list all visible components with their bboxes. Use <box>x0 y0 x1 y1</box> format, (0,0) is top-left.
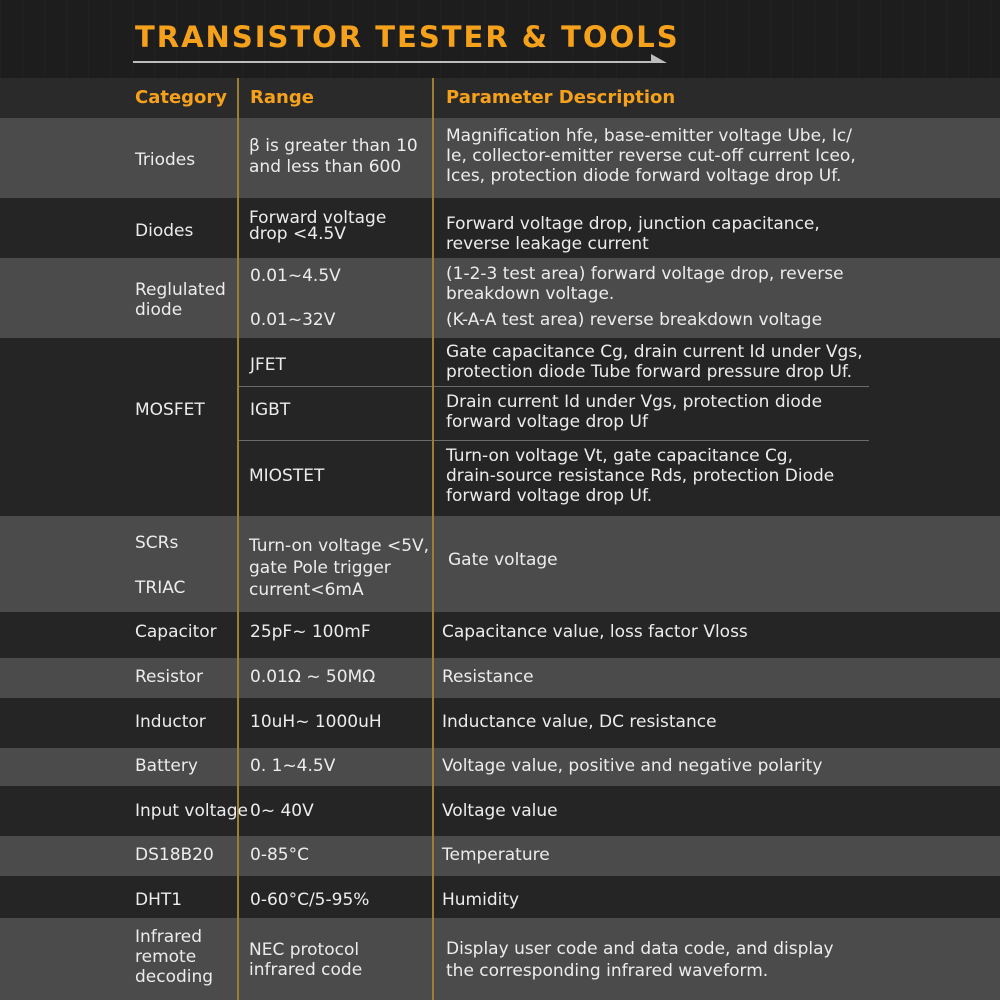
range-line: IGBT <box>250 400 291 420</box>
description-line: reverse leakage current <box>446 234 649 254</box>
range-line: JFET <box>250 355 286 375</box>
description-line: Magnification hfe, base-emitter voltage … <box>446 126 852 146</box>
title-arrow-icon <box>651 54 667 63</box>
table-row-infrared <box>0 918 1000 1000</box>
table-row-resistor <box>0 658 1000 698</box>
range-line: 10uH~ 1000uH <box>250 712 382 732</box>
description-line: Ices, protection diode forward voltage d… <box>446 166 842 186</box>
description-line: Inductance value, DC resistance <box>442 712 717 732</box>
range-line: Forward voltage <box>249 208 387 228</box>
column-divider <box>237 78 239 1000</box>
description-line: Voltage value <box>442 801 558 821</box>
range-line: 0~ 40V <box>250 801 314 821</box>
range-line: drop <4.5V <box>249 224 346 244</box>
category-cell: MOSFET <box>135 400 205 420</box>
header-description: Parameter Description <box>446 87 676 108</box>
description-line: drain-source resistance Rds, protection … <box>446 466 835 486</box>
description-line: Voltage value, positive and negative pol… <box>442 756 823 776</box>
category-cell: DS18B20 <box>135 845 214 865</box>
category-cell: Diodes <box>135 221 194 241</box>
description-line: (K-A-A test area) reverse breakdown volt… <box>446 310 823 330</box>
range-line: 0.01~4.5V <box>250 266 341 286</box>
page-title: TRANSISTOR TESTER & TOOLS <box>135 20 680 54</box>
title-underline <box>133 61 657 63</box>
range-line: Turn-on voltage <5V, <box>249 536 430 556</box>
category-cell: DHT1 <box>135 890 183 910</box>
category-cell: Resistor <box>135 667 203 687</box>
category-cell: Infrared <box>135 927 203 947</box>
range-line: and less than 600 <box>249 157 402 177</box>
range-line: 0. 1~4.5V <box>250 756 336 776</box>
category-cell: decoding <box>135 967 214 987</box>
category-cell: Input voltage <box>135 801 248 821</box>
table-row-mosfet <box>0 338 1000 516</box>
range-line: 0.01Ω ~ 50MΩ <box>250 667 376 687</box>
column-divider <box>432 78 434 1000</box>
range-line: gate Pole trigger <box>249 558 391 578</box>
description-line: Gate voltage <box>448 550 558 570</box>
category-cell: Battery <box>135 756 198 776</box>
description-line: Forward voltage drop, junction capacitan… <box>446 214 820 234</box>
description-line: forward voltage drop Uf. <box>446 486 653 506</box>
range-line: 0-85°C <box>250 845 309 865</box>
description-line: Display user code and data code, and dis… <box>446 939 834 959</box>
category-cell: TRIAC <box>135 578 186 598</box>
table-row-regulated-diode <box>0 258 1000 338</box>
table-row-scr-triac <box>0 516 1000 612</box>
range-line: MIOSTET <box>249 466 325 486</box>
description-line: Turn-on voltage Vt, gate capacitance Cg, <box>446 446 794 466</box>
mosfet-subrow-divider <box>239 386 869 387</box>
range-line: 25pF~ 100mF <box>250 622 371 642</box>
category-cell: SCRs <box>135 533 179 553</box>
description-line: Resistance <box>442 667 534 687</box>
table-row-ds18b20 <box>0 836 1000 876</box>
description-line: (1-2-3 test area) forward voltage drop, … <box>446 264 844 284</box>
range-line: 0-60°C/5-95% <box>250 890 370 910</box>
table-row-input-voltage <box>0 786 1000 836</box>
table-row-inductor <box>0 698 1000 748</box>
mosfet-subrow-divider <box>239 440 869 441</box>
description-line: Drain current Id under Vgs, protection d… <box>446 392 823 412</box>
table-row-dht1 <box>0 876 1000 918</box>
description-line: the corresponding infrared waveform. <box>446 961 769 981</box>
table-row-diodes <box>0 198 1000 258</box>
description-line: Ie, collector-emitter reverse cut-off cu… <box>446 146 856 166</box>
category-cell: remote <box>135 947 197 967</box>
range-line: β is greater than 10 <box>249 136 418 156</box>
range-line: infrared code <box>249 960 363 980</box>
table-row-capacitor <box>0 612 1000 658</box>
description-line: Gate capacitance Cg, drain current Id un… <box>446 342 863 362</box>
table-header-row <box>0 78 1000 118</box>
range-line: NEC protocol <box>249 940 360 960</box>
description-line: Capacitance value, loss factor Vloss <box>442 622 748 642</box>
description-line: protection diode Tube forward pressure d… <box>446 362 853 382</box>
header-range: Range <box>250 87 314 108</box>
category-cell: diode <box>135 300 183 320</box>
description-line: Temperature <box>442 845 550 865</box>
table-row-battery <box>0 748 1000 786</box>
header-category: Category <box>135 87 228 108</box>
range-line: 0.01~32V <box>250 310 336 330</box>
category-cell: Capacitor <box>135 622 217 642</box>
table-row-triodes <box>0 118 1000 198</box>
description-line: breakdown voltage. <box>446 284 615 304</box>
category-cell: Triodes <box>135 150 196 170</box>
category-cell: Inductor <box>135 712 206 732</box>
category-cell: Reglulated <box>135 280 226 300</box>
description-line: forward voltage drop Uf <box>446 412 648 432</box>
description-line: Humidity <box>442 890 520 910</box>
range-line: current<6mA <box>249 580 364 600</box>
